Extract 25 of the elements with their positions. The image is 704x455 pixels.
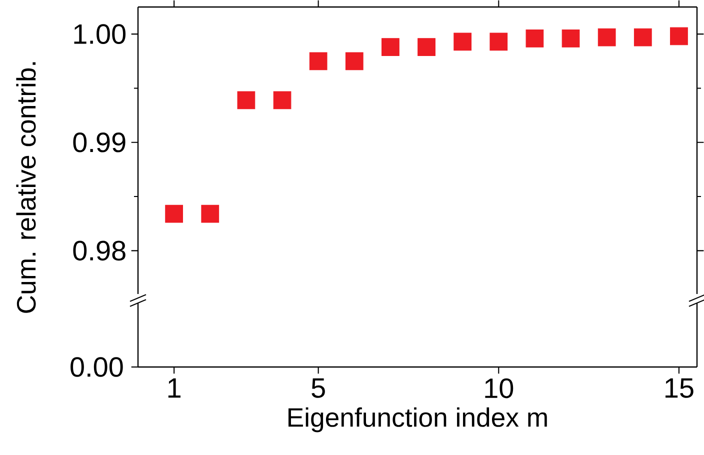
point (201, 204, 220, 223)
point (309, 52, 328, 70)
y-tick-label: 1.00 (74, 24, 126, 44)
y-tick-label: 0.99 (73, 132, 126, 152)
y-axis-title: Cum. relative contrib. (16, 62, 36, 313)
y-tick-label: 0.98 (73, 240, 126, 261)
point (634, 28, 652, 46)
point (237, 91, 256, 110)
x-tick-label: 15 (666, 378, 694, 398)
x-axis-title: Eigenfunction index m (288, 407, 547, 432)
point (598, 28, 616, 46)
point (273, 91, 292, 110)
text: 0.00 (70, 357, 123, 377)
x-tick-label: 1 (168, 378, 180, 398)
point (454, 32, 472, 51)
x-tick-label: 5 (312, 378, 325, 398)
point (562, 29, 580, 48)
x-tick-label: 10 (485, 378, 514, 398)
point (670, 27, 688, 46)
point (490, 32, 508, 51)
point (418, 38, 436, 56)
point (526, 29, 544, 48)
point (382, 38, 400, 56)
point (165, 204, 184, 223)
point (345, 52, 364, 70)
